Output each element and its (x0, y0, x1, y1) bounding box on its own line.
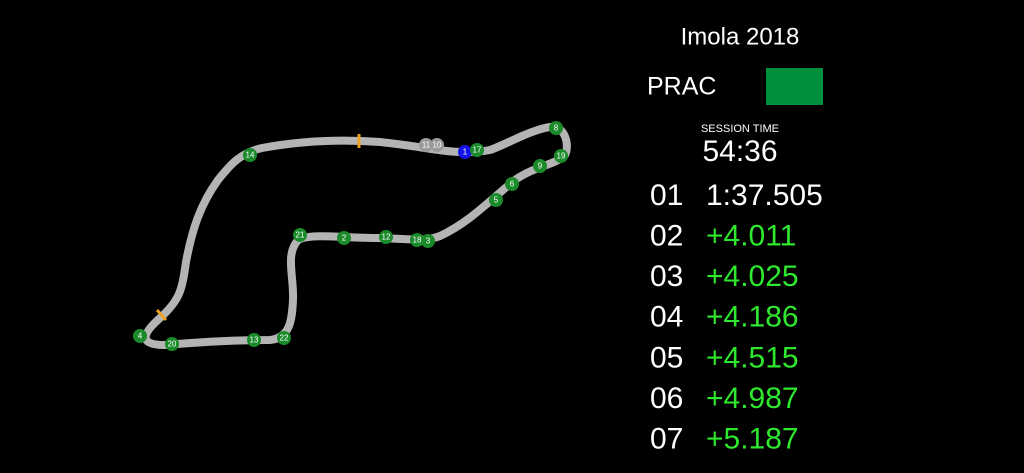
car-number: 21 (296, 231, 305, 240)
position: 07 (650, 423, 683, 456)
car-number: 12 (382, 233, 391, 242)
car-marker (277, 331, 291, 345)
position: 04 (650, 301, 683, 334)
car-marker (549, 121, 563, 135)
session-flag (766, 68, 823, 105)
car-marker (419, 138, 433, 152)
car-number: 8 (554, 124, 559, 133)
car-marker (505, 177, 519, 191)
lap-time: +4.515 (706, 341, 799, 374)
position: 03 (650, 260, 683, 293)
lap-time: +4.011 (706, 220, 796, 253)
car-marker (243, 148, 257, 162)
car-number: 5 (494, 196, 499, 205)
car-marker (430, 138, 444, 152)
position: 01 (650, 179, 683, 212)
car-marker (554, 149, 568, 163)
lap-time: +4.025 (706, 260, 799, 293)
car-number: 19 (557, 152, 566, 161)
car-number: 9 (538, 162, 543, 171)
car-marker (133, 329, 147, 343)
car-marker (489, 193, 503, 207)
event-title: Imola 2018 (681, 23, 800, 50)
car-number: 3 (426, 237, 431, 246)
car-markers: 11 10 1 17 8 19 9 6 5 3 18 12 2 21 14 4 20 13 22 (133, 121, 568, 351)
car-marker (165, 337, 179, 351)
car-number: 18 (413, 236, 422, 245)
car-number: 6 (510, 180, 515, 189)
car-number: 4 (138, 332, 143, 341)
session-time-label: SESSION TIME (701, 123, 779, 135)
position: 02 (650, 220, 683, 253)
car-marker (247, 333, 261, 347)
sector-marker (155, 308, 168, 322)
session-label: PRAC (647, 73, 716, 101)
car-number: 20 (168, 340, 177, 349)
car-marker (293, 228, 307, 242)
car-number: 10 (433, 141, 442, 150)
car-marker (421, 234, 435, 248)
car-marker (379, 230, 393, 244)
car-number: 1 (463, 148, 468, 157)
position: 06 (650, 382, 683, 415)
car-number: 11 (422, 141, 431, 150)
car-marker (458, 145, 472, 159)
lap-time: +4.987 (706, 382, 799, 415)
position: 05 (650, 341, 683, 374)
car-marker (470, 143, 484, 157)
car-number: 14 (246, 151, 255, 160)
car-number: 17 (473, 146, 482, 155)
lap-time: 1:37.505 (706, 179, 823, 212)
car-marker (337, 231, 351, 245)
lap-time: +4.186 (706, 301, 799, 334)
car-marker (533, 159, 547, 173)
lap-time: +5.187 (706, 423, 799, 456)
standings: 01 1:37.505 02 +4.011 03 +4.025 04 +4.186 05 +4.5… (650, 179, 823, 456)
session-time: 54:36 (702, 135, 777, 168)
car-number: 22 (280, 334, 289, 343)
car-number: 13 (250, 336, 259, 345)
car-number: 2 (342, 234, 347, 243)
car-marker (410, 233, 424, 247)
